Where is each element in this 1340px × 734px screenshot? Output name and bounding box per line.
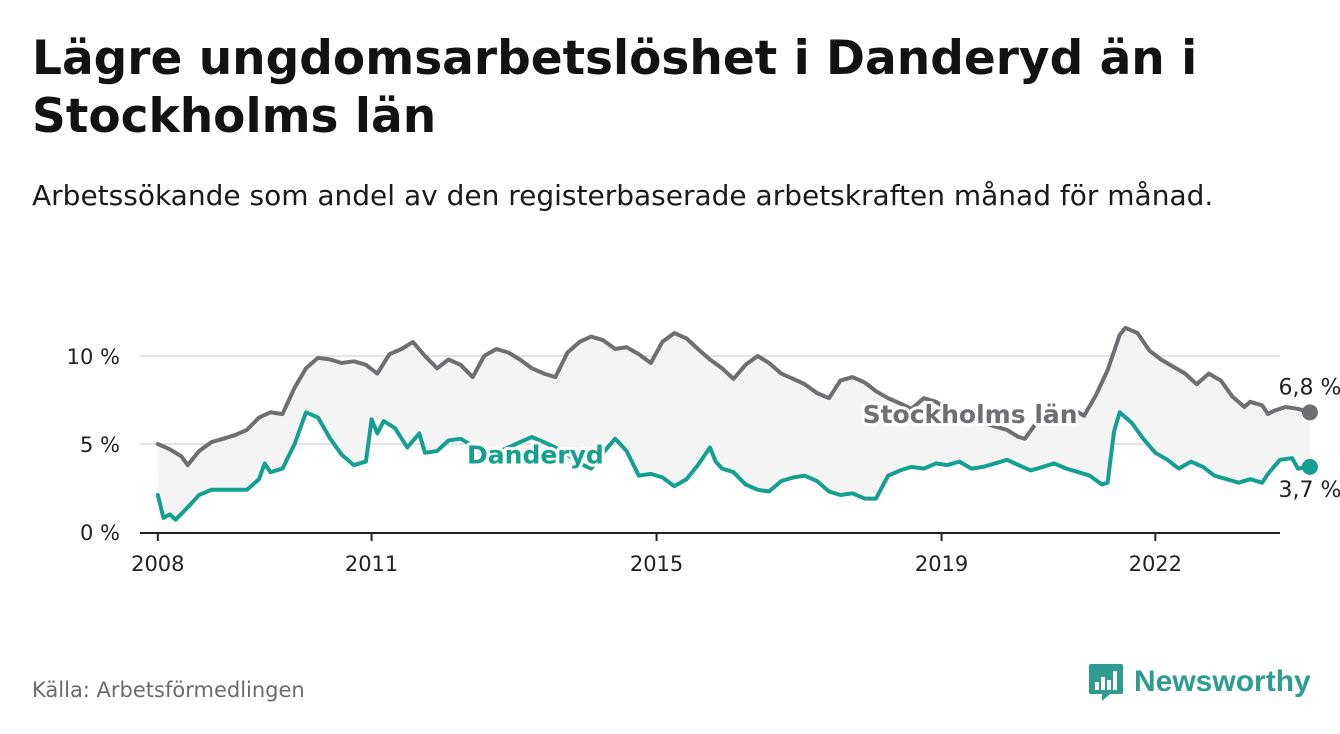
series-name-label: Stockholms län: [863, 400, 1078, 429]
chart-subtitle: Arbetssökande som andel av den registerb…: [32, 179, 1214, 212]
brand-name: Newsworthy: [1134, 665, 1311, 698]
x-tick-label: 2008: [131, 552, 184, 576]
newsworthy-logo-icon: [1089, 664, 1123, 701]
end-marker-danderyd: [1301, 458, 1318, 475]
y-tick-label: 0 %: [80, 521, 120, 545]
labels: 0 % 5 % 10 % 2008 2011 2015 2019 2022 6,8 % 3,7 %…: [67, 345, 1340, 576]
x-tick-label: 2019: [915, 552, 968, 576]
difference-band: [157, 327, 1310, 520]
end-value-label: 6,8 %: [1278, 375, 1340, 400]
series-lines: [155, 325, 1318, 522]
series-line-stockholms-l-n: [155, 325, 1312, 468]
chart-title: Lägre ungdomsarbetslöshet i Danderyd än …: [32, 31, 1198, 144]
x-tick-label: 2022: [1129, 552, 1182, 576]
x-axis: [140, 532, 1280, 541]
y-tick-label: 5 %: [80, 433, 120, 457]
y-tick-label: 10 %: [67, 345, 120, 369]
x-tick-label: 2011: [345, 552, 398, 576]
newsworthy-logo[interactable]: Newsworthy: [1088, 660, 1311, 704]
series-name-label: Danderyd: [467, 440, 604, 469]
end-value-label: 3,7 %: [1278, 478, 1340, 503]
x-tick-label: 2015: [630, 552, 683, 576]
series-line-danderyd: [155, 410, 1312, 522]
series-gap-area: [157, 327, 1310, 520]
end-marker-stockholms-l-n: [1301, 404, 1318, 421]
source-note: Källa: Arbetsförmedlingen: [32, 678, 305, 702]
